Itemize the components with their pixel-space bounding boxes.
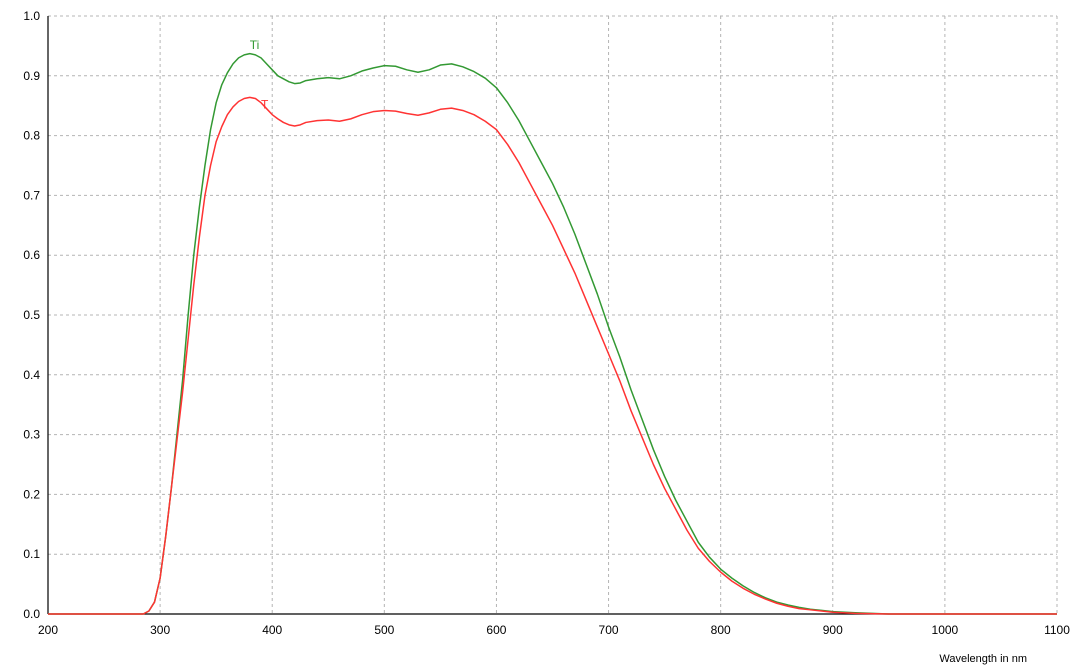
grid-lines	[48, 15, 1058, 614]
y-tick-label: 0.3	[23, 428, 40, 442]
series-lines	[48, 52, 1057, 615]
x-tick-labels: 200 300 400 500 600 700 800 900 1000 1100	[38, 623, 1070, 637]
y-tick-label: 0.6	[23, 248, 40, 262]
series-label-t: T	[261, 98, 269, 112]
x-tick-label: 1000	[932, 623, 959, 637]
y-tick-label: 1.0	[23, 9, 40, 23]
x-tick-label: 200	[38, 623, 58, 637]
series-line-t	[48, 96, 1057, 615]
y-tick-label: 0.5	[23, 308, 40, 322]
y-tick-label: 0.0	[23, 607, 40, 621]
x-tick-label: 900	[823, 623, 843, 637]
series-label-ti: Ti	[250, 38, 260, 52]
y-tick-label: 0.1	[23, 547, 40, 561]
y-tick-label: 0.4	[23, 368, 40, 382]
x-tick-label: 800	[711, 623, 731, 637]
x-axis-label: Wavelength in nm	[939, 653, 1027, 665]
x-tick-label: 500	[374, 623, 394, 637]
y-tick-label: 0.7	[23, 188, 40, 202]
y-tick-labels: 0.0 0.1 0.2 0.3 0.4 0.5 0.6 0.7 0.8 0.9 1.0	[23, 9, 40, 621]
y-tick-label: 0.9	[23, 69, 40, 83]
y-tick-label: 0.8	[23, 129, 40, 143]
series-labels: Ti T	[250, 38, 269, 112]
x-tick-label: 400	[262, 623, 282, 637]
y-tick-label: 0.2	[23, 487, 40, 501]
x-tick-label: 700	[599, 623, 619, 637]
x-tick-label: 300	[150, 623, 170, 637]
x-tick-label: 600	[486, 623, 506, 637]
series-line-ti	[48, 52, 1057, 615]
x-tick-label: 1100	[1044, 623, 1070, 637]
